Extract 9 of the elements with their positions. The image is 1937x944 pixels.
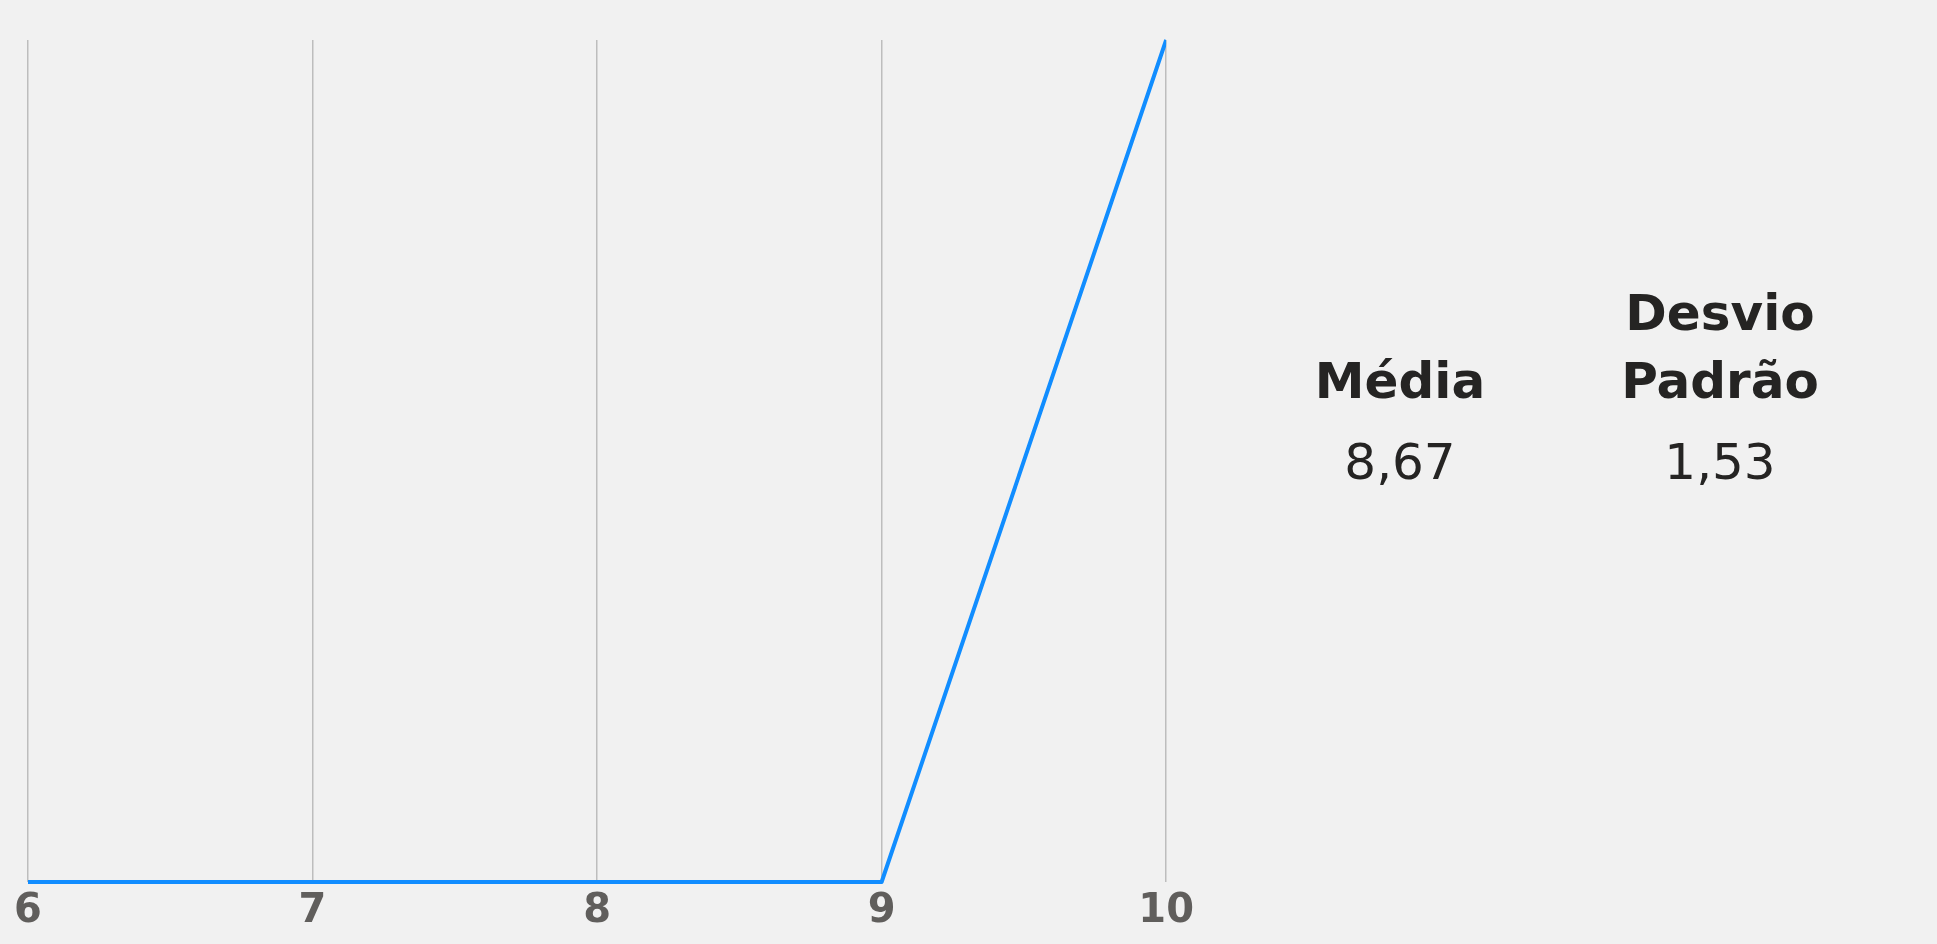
text: Média: [1313, 350, 1487, 412]
text: Desvio Padrão: [1620, 283, 1820, 412]
x-tick-label: 7: [298, 885, 327, 932]
x-tick-label: 8: [583, 885, 612, 932]
text: 1,53: [1664, 433, 1776, 491]
x-tick-label: 6: [14, 885, 42, 932]
x-tick-label: 9: [867, 885, 896, 932]
x-tick-label: 10: [1138, 885, 1194, 932]
text: 8,67: [1344, 433, 1456, 491]
